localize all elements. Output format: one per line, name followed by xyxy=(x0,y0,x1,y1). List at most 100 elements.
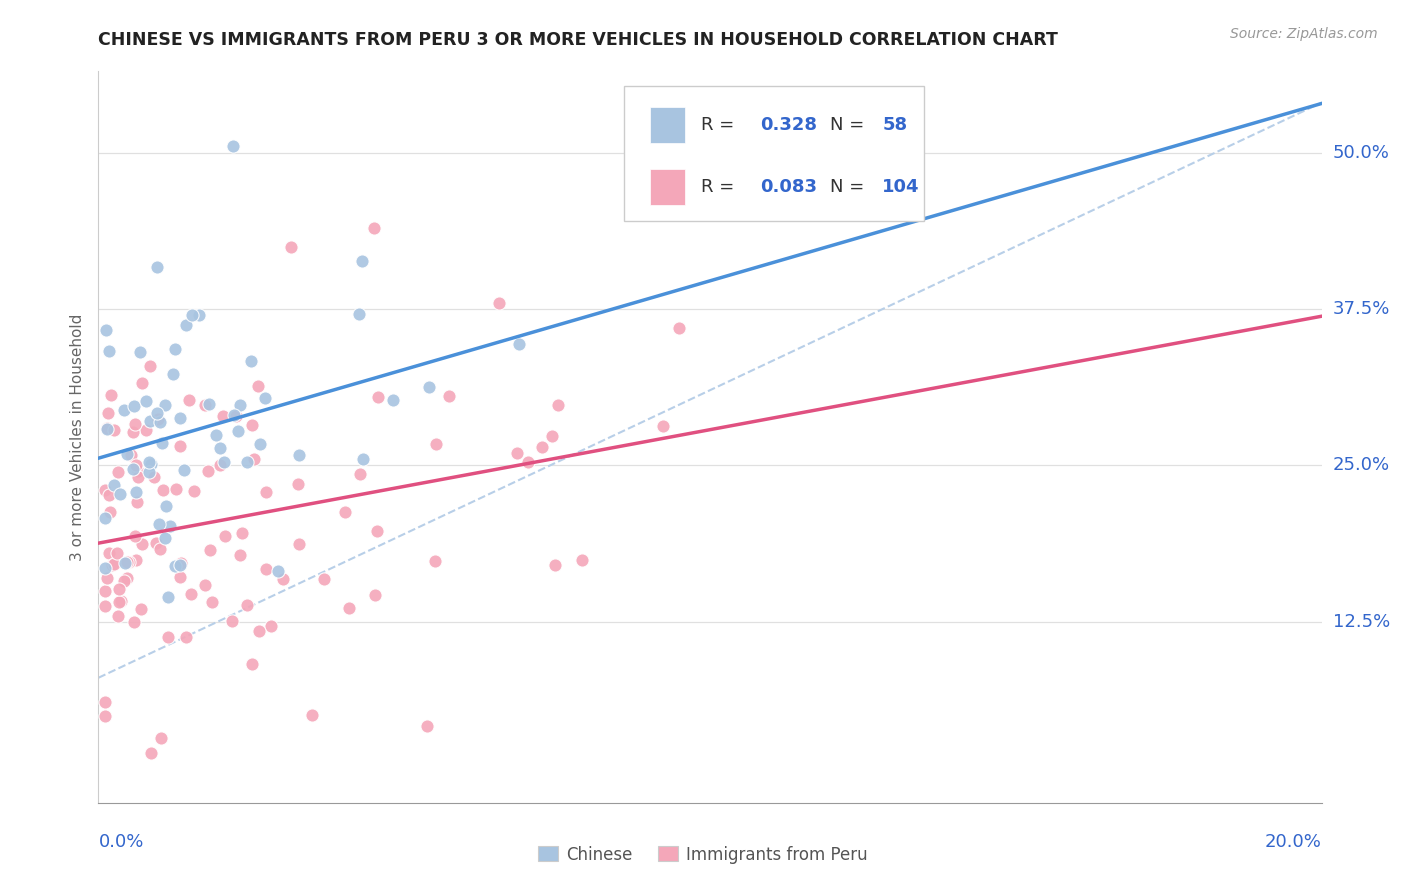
Point xyxy=(93,708,115,723)
Point xyxy=(125,458,148,472)
Point xyxy=(115,447,138,461)
Point xyxy=(146,406,169,420)
Point xyxy=(243,451,266,466)
Point xyxy=(201,595,224,609)
Point xyxy=(97,488,120,502)
Point xyxy=(226,424,249,438)
Point xyxy=(194,398,217,412)
Point xyxy=(352,451,374,466)
Point xyxy=(96,422,118,436)
Point xyxy=(668,320,690,334)
Point xyxy=(138,466,160,480)
Point xyxy=(124,529,146,543)
Point xyxy=(301,708,323,723)
Point xyxy=(135,423,157,437)
Point xyxy=(180,587,202,601)
Point xyxy=(287,476,309,491)
Point xyxy=(131,536,153,550)
Point xyxy=(416,718,439,732)
Point xyxy=(209,442,232,456)
Point xyxy=(169,570,191,584)
Point xyxy=(337,600,360,615)
Point xyxy=(181,309,204,323)
Text: 0.328: 0.328 xyxy=(759,116,817,134)
Point xyxy=(544,558,567,573)
Text: N =: N = xyxy=(830,178,869,196)
Point xyxy=(162,368,184,382)
Point xyxy=(93,483,115,497)
Point xyxy=(118,555,141,569)
Point xyxy=(176,630,198,644)
Point xyxy=(229,398,252,412)
Point xyxy=(94,323,117,337)
Point xyxy=(236,455,259,469)
Point xyxy=(352,253,374,268)
Point xyxy=(225,409,247,423)
Point xyxy=(170,556,193,570)
Point xyxy=(280,239,302,253)
Point xyxy=(110,593,132,607)
Point xyxy=(425,436,447,450)
Point xyxy=(101,558,124,572)
Point xyxy=(163,342,186,356)
Point xyxy=(135,394,157,409)
Point xyxy=(174,318,197,332)
Point xyxy=(169,558,191,573)
Text: R =: R = xyxy=(702,178,740,196)
Point xyxy=(222,139,245,153)
Point xyxy=(114,556,136,570)
Point xyxy=(229,548,252,562)
Point xyxy=(382,392,405,407)
Text: 37.5%: 37.5% xyxy=(1333,300,1391,318)
Point xyxy=(266,564,288,578)
Point xyxy=(152,483,174,497)
Point xyxy=(194,578,217,592)
Point xyxy=(129,344,152,359)
Point xyxy=(214,529,236,543)
Point xyxy=(349,467,371,481)
Point xyxy=(517,455,540,469)
Point xyxy=(145,535,167,549)
Point xyxy=(547,398,569,412)
Point xyxy=(198,543,221,558)
Point xyxy=(347,307,370,321)
Point xyxy=(98,546,121,560)
Point xyxy=(141,457,163,471)
Point xyxy=(173,463,195,477)
Point xyxy=(124,417,146,432)
Text: 50.0%: 50.0% xyxy=(1333,144,1389,161)
Point xyxy=(240,657,263,672)
Point xyxy=(240,354,263,368)
Point xyxy=(165,482,187,496)
Point xyxy=(127,464,149,478)
Point xyxy=(98,344,121,359)
Point xyxy=(437,389,460,403)
Point xyxy=(108,595,131,609)
Point xyxy=(212,455,235,469)
Point xyxy=(418,379,440,393)
Point xyxy=(146,260,169,274)
Point xyxy=(96,421,118,435)
Point xyxy=(212,409,235,424)
Point xyxy=(112,574,135,588)
Point xyxy=(107,465,129,479)
Point xyxy=(97,407,120,421)
Point xyxy=(122,615,145,629)
Point xyxy=(122,425,145,440)
Point xyxy=(93,511,115,525)
Point xyxy=(260,619,283,633)
Legend: Chinese, Immigrants from Peru: Chinese, Immigrants from Peru xyxy=(531,839,875,871)
Point xyxy=(150,436,173,450)
Point xyxy=(129,602,152,616)
Point xyxy=(288,537,311,551)
Point xyxy=(163,559,186,574)
Point xyxy=(506,446,529,460)
Point xyxy=(236,599,259,613)
Point xyxy=(247,624,270,638)
Point xyxy=(209,458,232,472)
Point xyxy=(169,439,191,453)
Point xyxy=(423,554,446,568)
Point xyxy=(271,572,294,586)
Text: 12.5%: 12.5% xyxy=(1333,613,1391,631)
Text: 0.0%: 0.0% xyxy=(98,833,143,851)
